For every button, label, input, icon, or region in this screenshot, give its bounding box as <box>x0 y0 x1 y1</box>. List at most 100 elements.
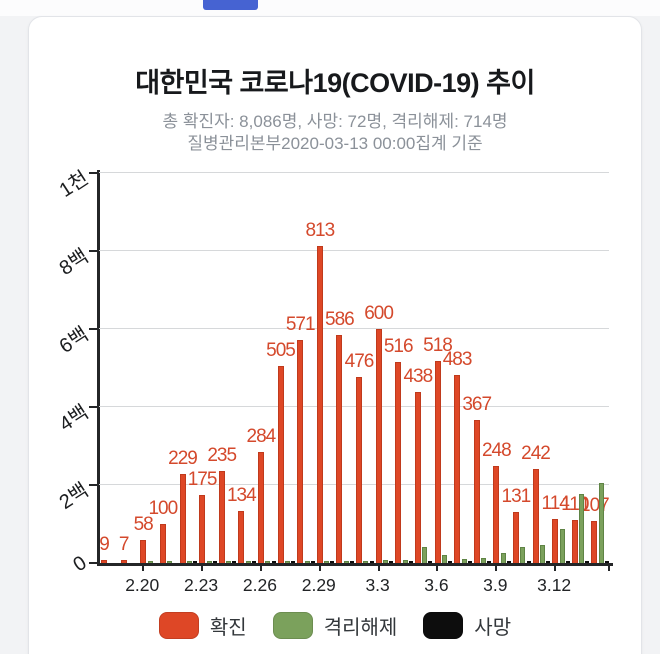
bar-deaths[interactable] <box>369 561 374 563</box>
value-label: 114 <box>541 492 570 514</box>
bar-confirmed[interactable] <box>512 511 519 563</box>
bar-released[interactable] <box>579 494 585 563</box>
bar-confirmed[interactable] <box>277 366 284 563</box>
bar-deaths[interactable] <box>448 561 453 563</box>
bar-released[interactable] <box>245 561 251 563</box>
bar-confirmed[interactable] <box>101 559 107 563</box>
bar-deaths[interactable] <box>330 561 335 563</box>
x-tick-label: 3.3 <box>365 575 390 595</box>
bar-deaths[interactable] <box>506 560 511 563</box>
bar-confirmed[interactable] <box>316 245 323 563</box>
plot-area: 0 2백 4백 6백 8백 1천 9 7 58 100 229 175 235 134 284 505 571 8… <box>56 167 613 595</box>
y-axis-tick <box>89 484 99 486</box>
bar-released[interactable] <box>422 547 428 563</box>
value-label: 248 <box>481 440 512 462</box>
bar-confirmed[interactable] <box>395 361 402 563</box>
value-label: 813 <box>305 219 335 241</box>
active-tab-indicator[interactable] <box>203 0 258 10</box>
y-tick-label: 4백 <box>55 401 93 436</box>
legend-item-confirmed[interactable]: 확진 <box>158 611 247 640</box>
bar-deaths[interactable] <box>565 561 570 563</box>
bar-deaths[interactable] <box>605 561 609 563</box>
bar-deaths[interactable] <box>487 561 492 563</box>
chart-subtitle-source: 질병관리본부2020-03-13 00:00집계 기준 <box>187 134 483 153</box>
bar-confirmed[interactable] <box>238 510 245 563</box>
bar-released[interactable] <box>383 559 388 563</box>
y-axis-tick <box>89 172 99 174</box>
bar-released[interactable] <box>304 561 310 563</box>
bar-deaths[interactable] <box>408 561 413 563</box>
bar-released[interactable] <box>539 545 545 563</box>
legend-item-deaths[interactable]: 사망 <box>423 611 511 640</box>
bar-deaths[interactable] <box>232 561 237 563</box>
y-tick-label: 8백 <box>55 245 93 280</box>
bar-released[interactable] <box>226 561 232 563</box>
legend-item-released[interactable]: 격리해제 <box>272 611 397 640</box>
bar-deaths[interactable] <box>212 561 217 563</box>
bar-released[interactable] <box>147 561 153 563</box>
bar-confirmed[interactable] <box>120 560 127 563</box>
bar-deaths[interactable] <box>428 561 433 563</box>
bar-released[interactable] <box>363 560 369 563</box>
bar-confirmed[interactable] <box>336 334 343 563</box>
x-tick-label: 3.6 <box>424 575 449 595</box>
bar-deaths[interactable] <box>585 561 590 563</box>
bar-confirmed[interactable] <box>179 473 186 563</box>
bar-confirmed[interactable] <box>434 361 441 563</box>
bar-confirmed[interactable] <box>140 540 147 563</box>
bar-released[interactable] <box>167 561 173 563</box>
bar-deaths[interactable] <box>193 561 198 563</box>
bar-deaths[interactable] <box>546 561 551 563</box>
bar-confirmed[interactable] <box>591 521 598 563</box>
bar-confirmed[interactable] <box>454 374 461 563</box>
bar-confirmed[interactable] <box>493 466 500 563</box>
bar-confirmed[interactable] <box>218 471 225 563</box>
bar-deaths[interactable] <box>467 561 472 563</box>
bar-confirmed[interactable] <box>375 329 382 563</box>
bar-released[interactable] <box>461 559 467 563</box>
y-axis-tick <box>89 328 99 330</box>
value-label: 571 <box>285 314 316 336</box>
bar-released[interactable] <box>343 561 349 563</box>
bar-released[interactable] <box>186 561 192 563</box>
value-label: 586 <box>325 308 355 330</box>
bar-released[interactable] <box>402 559 408 563</box>
bar-deaths[interactable] <box>310 561 315 563</box>
bar-confirmed[interactable] <box>159 524 166 563</box>
bar-confirmed[interactable] <box>257 452 264 563</box>
value-label: 107 <box>580 495 610 517</box>
bar-deaths[interactable] <box>271 561 276 563</box>
bar-confirmed[interactable] <box>571 520 578 563</box>
bar-confirmed[interactable] <box>414 392 421 563</box>
y-axis-tick <box>89 562 99 564</box>
bar-released[interactable] <box>520 547 526 563</box>
bar-released[interactable] <box>324 561 330 563</box>
bar-released[interactable] <box>559 528 565 563</box>
bar-released[interactable] <box>284 561 290 563</box>
gridline <box>99 250 609 252</box>
x-axis-line <box>97 563 613 566</box>
bar-released[interactable] <box>598 483 604 563</box>
bar-released[interactable] <box>265 561 271 563</box>
gridline <box>99 406 609 408</box>
bar-confirmed[interactable] <box>199 494 206 563</box>
x-axis-end-tick <box>608 564 610 571</box>
bar-confirmed[interactable] <box>552 518 559 563</box>
bar-released[interactable] <box>206 561 212 563</box>
value-label: 58 <box>133 514 154 536</box>
value-label: 438 <box>403 366 433 388</box>
bar-deaths[interactable] <box>251 561 256 563</box>
bar-deaths[interactable] <box>389 561 394 563</box>
bar-deaths[interactable] <box>291 561 296 563</box>
bar-confirmed[interactable] <box>356 377 362 563</box>
bar-confirmed[interactable] <box>532 468 539 563</box>
bar-confirmed[interactable] <box>297 340 304 563</box>
bar-confirmed[interactable] <box>473 419 480 563</box>
bar-released[interactable] <box>500 553 506 563</box>
bar-deaths[interactable] <box>526 561 531 563</box>
bar-released[interactable] <box>481 557 487 563</box>
y-tick-label: 0 <box>69 551 91 577</box>
value-label: 131 <box>501 485 532 507</box>
bar-deaths[interactable] <box>350 561 354 563</box>
bar-released[interactable] <box>441 554 447 563</box>
